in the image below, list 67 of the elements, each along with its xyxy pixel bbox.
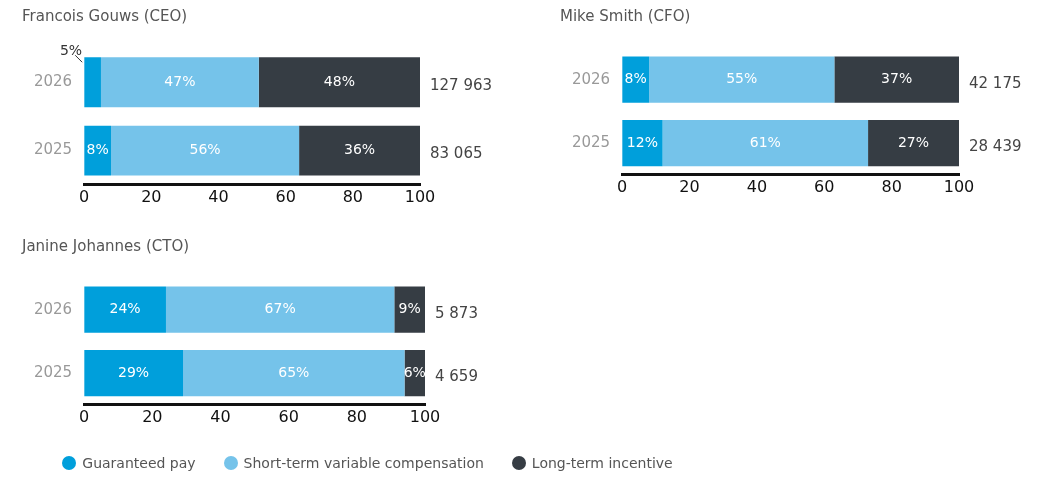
y-tick-label: 2026 — [33, 299, 73, 318]
y-tick-label: 2025 — [571, 132, 611, 151]
data-label: 29% — [118, 363, 150, 380]
x-tick-label: 40 — [746, 176, 768, 196]
data-label: 36% — [343, 141, 376, 158]
data-label: 65% — [278, 363, 310, 380]
data-label: 61% — [749, 133, 781, 150]
text: 83 065 — [430, 144, 483, 163]
chart-title: Francois Gouws (CEO) — [22, 6, 188, 25]
bar — [84, 349, 184, 397]
bar — [299, 125, 420, 176]
x-tick-label: 0 — [617, 176, 628, 196]
bar — [84, 286, 166, 333]
data-label: 47% — [164, 72, 196, 89]
legend-label: Guaranteed pay — [82, 455, 196, 471]
bar — [394, 286, 425, 333]
bar — [84, 57, 101, 108]
y-tick-label: 2026 — [33, 72, 73, 91]
data-label: 48% — [323, 72, 355, 89]
x-tick-label: 0 — [79, 406, 90, 426]
x-tick-label: 60 — [278, 406, 299, 426]
x-tick-label: 40 — [208, 186, 229, 206]
x-tick-label: 20 — [679, 176, 700, 196]
bar — [258, 57, 420, 108]
data-label: 8% — [86, 141, 109, 158]
data-label: 9% — [398, 300, 421, 317]
x-tick-label: 80 — [881, 176, 902, 196]
data-label: 24% — [109, 300, 141, 317]
bar — [662, 119, 869, 167]
chart-title: Mike Smith (CFO) — [560, 6, 691, 25]
x-tick-label: 80 — [342, 186, 364, 206]
data-label: 37% — [881, 70, 913, 87]
x-tick-label: 20 — [142, 406, 163, 426]
x-tick-label: 100 — [409, 406, 441, 426]
legend-label: Long-term incentive — [531, 455, 673, 471]
bar — [111, 125, 300, 176]
data-label: 8% — [624, 70, 647, 87]
bar — [165, 286, 395, 333]
x-tick-label: 80 — [346, 406, 368, 426]
text: 28 439 — [969, 136, 1022, 155]
bar — [649, 56, 835, 103]
text: 42 175 — [969, 73, 1022, 92]
chart-title: Janine Johannes (CTO) — [21, 236, 190, 255]
data-label: 67% — [264, 300, 296, 317]
data-label: 55% — [726, 70, 758, 87]
data-label: 27% — [897, 133, 930, 150]
y-tick-label: 2025 — [33, 362, 73, 381]
x-tick-label: 100 — [943, 176, 975, 196]
data-label: 12% — [626, 133, 658, 150]
bar — [868, 119, 959, 167]
data-label: 5% — [59, 41, 83, 58]
text: 5 873 — [435, 303, 478, 322]
legend-label: Short-term variable compensation — [243, 455, 484, 471]
x-tick-label: 20 — [141, 186, 162, 206]
text: 4 659 — [435, 366, 478, 385]
data-label: 56% — [189, 141, 221, 158]
x-tick-label: 40 — [210, 406, 231, 426]
x-tick-label: 60 — [814, 176, 835, 196]
text: 127 963 — [430, 76, 493, 95]
y-tick-label: 2025 — [33, 140, 73, 159]
bar — [183, 349, 405, 397]
bar — [100, 57, 259, 108]
x-tick-label: 0 — [79, 186, 90, 206]
y-tick-label: 2026 — [571, 69, 611, 88]
x-tick-label: 100 — [404, 186, 436, 206]
bar — [834, 56, 959, 103]
x-tick-label: 60 — [275, 186, 296, 206]
